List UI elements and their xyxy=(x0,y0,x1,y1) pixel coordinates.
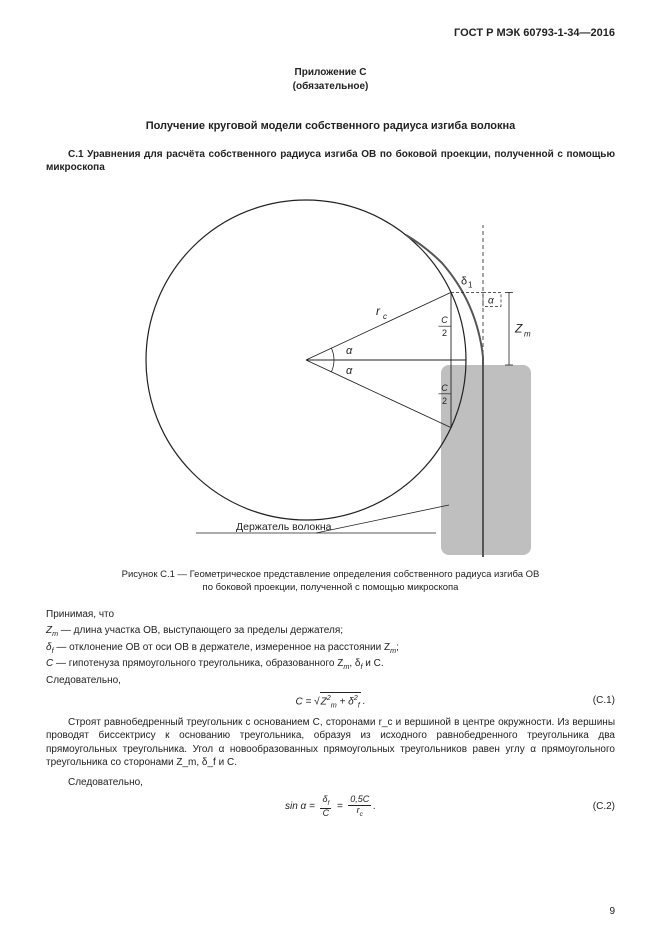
annex-type: (обязательное) xyxy=(46,80,615,94)
doc-id: ГОСТ Р МЭК 60793-1-34—2016 xyxy=(454,26,615,41)
svg-text:C: C xyxy=(441,383,448,393)
page-number: 9 xyxy=(609,905,615,919)
clause-c1: C.1 Уравнения для расчёта собственного р… xyxy=(46,148,615,175)
definitions: Принимая, что Zm — длина участка ОВ, выс… xyxy=(46,608,615,687)
svg-text:r: r xyxy=(376,304,381,318)
svg-text:α: α xyxy=(346,345,353,357)
svg-text:2: 2 xyxy=(441,396,446,406)
svg-text:C: C xyxy=(441,315,448,325)
figure-c1: ααrcC2C2δ1αZmДержатель волокна xyxy=(46,185,615,565)
therefore-2: Следовательно, xyxy=(46,776,615,790)
annex-label: Приложение C xyxy=(46,66,615,80)
figure-svg: ααrcC2C2δ1αZmДержатель волокна xyxy=(116,185,546,565)
svg-text:δ: δ xyxy=(461,275,467,287)
figure-caption: Рисунок С.1 — Геометрическое представлен… xyxy=(46,569,615,595)
svg-text:m: m xyxy=(524,330,531,339)
svg-text:c: c xyxy=(383,312,387,321)
svg-text:α: α xyxy=(346,365,353,377)
svg-text:Z: Z xyxy=(514,322,523,336)
svg-text:Держатель волокна: Держатель волокна xyxy=(236,521,332,533)
svg-text:α: α xyxy=(488,295,494,306)
svg-text:2: 2 xyxy=(441,328,446,338)
page: ГОСТ Р МЭК 60793-1-34—2016 Приложение C … xyxy=(0,0,661,936)
para-after-c1: Строят равнобедренный треугольник с осно… xyxy=(46,716,615,770)
svg-text:1: 1 xyxy=(468,280,473,289)
page-title: Получение круговой модели собственного р… xyxy=(46,119,615,134)
equation-c2: sin α = δf C = 0,5C rc . (C.2) xyxy=(46,795,615,818)
equation-c1: C = √ Z2m + δ2f . (C.1) xyxy=(46,692,615,710)
